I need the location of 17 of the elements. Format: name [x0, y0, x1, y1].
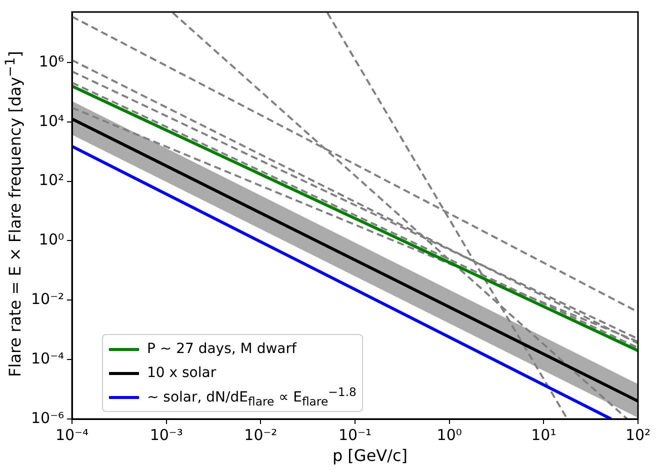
y-tick-label: 10⁻² — [30, 290, 64, 308]
y-tick-label: 10⁴ — [38, 112, 64, 130]
x-tick-label: 10⁰ — [436, 426, 462, 444]
x-tick-label: 10⁻¹ — [338, 426, 372, 444]
x-tick-label: 10⁻³ — [150, 426, 183, 444]
x-tick-label: 10¹ — [531, 426, 556, 444]
y-tick-label: 10⁻⁶ — [30, 408, 64, 427]
x-tick-label: 10⁻² — [244, 426, 278, 444]
x-tick-label: 10² — [625, 426, 651, 444]
x-axis-title: p [GeV/c] — [331, 446, 409, 465]
y-tick-label: 10⁻⁴ — [30, 349, 64, 368]
x-tick-label: 10⁻⁴ — [56, 426, 89, 444]
y-tick-label: 10² — [38, 171, 64, 190]
legend-label: P ~ 27 days, M dwarf — [147, 341, 296, 357]
legend-label: 10 x solar — [147, 365, 216, 381]
y-tick-label: 10⁰ — [38, 230, 64, 249]
y-tick-label: 10⁶ — [38, 52, 64, 70]
